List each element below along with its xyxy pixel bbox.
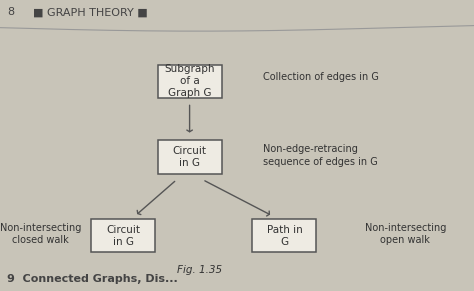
Text: Circuit
in G: Circuit in G — [173, 146, 207, 168]
FancyBboxPatch shape — [252, 219, 316, 252]
Text: Subgraph
of a
Graph G: Subgraph of a Graph G — [164, 65, 215, 98]
Text: Non-intersecting
open walk: Non-intersecting open walk — [365, 223, 446, 245]
Text: Path in
G: Path in G — [266, 225, 302, 247]
Text: Collection of edges in G: Collection of edges in G — [263, 72, 379, 82]
Text: Circuit
in G: Circuit in G — [106, 225, 140, 247]
Text: 9  Connected Graphs, Dis...: 9 Connected Graphs, Dis... — [7, 274, 178, 284]
FancyBboxPatch shape — [91, 219, 155, 252]
Text: Fig. 1.35: Fig. 1.35 — [176, 265, 222, 275]
FancyBboxPatch shape — [157, 65, 221, 98]
Text: Non-edge-retracing
sequence of edges in G: Non-edge-retracing sequence of edges in … — [263, 145, 378, 167]
Text: 8: 8 — [7, 7, 14, 17]
Text: Non-intersecting
closed walk: Non-intersecting closed walk — [0, 223, 81, 245]
Text: ■ GRAPH THEORY ■: ■ GRAPH THEORY ■ — [33, 7, 148, 17]
FancyBboxPatch shape — [157, 140, 221, 174]
